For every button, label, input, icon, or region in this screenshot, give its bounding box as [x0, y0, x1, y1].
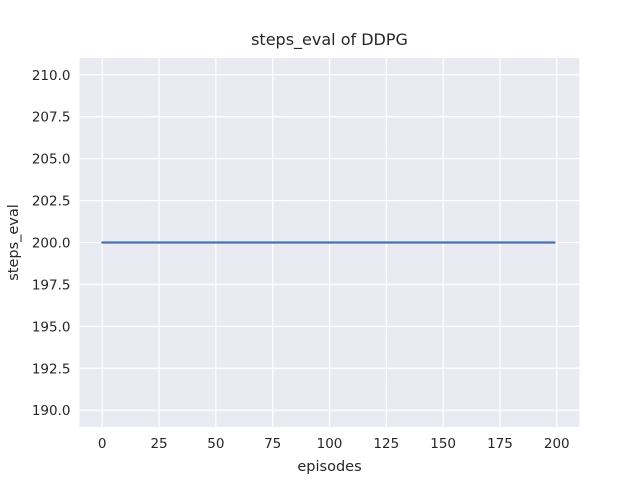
y-tick-label: 192.5: [32, 361, 71, 377]
chart-title: steps_eval of DDPG: [251, 30, 408, 50]
x-tick-label: 100: [317, 436, 343, 452]
x-tick-label: 150: [430, 436, 456, 452]
x-axis-label: episodes: [297, 459, 361, 475]
y-tick-label: 195.0: [32, 319, 71, 335]
y-tick-label: 210.0: [32, 68, 71, 84]
x-tick-label: 50: [207, 436, 224, 452]
y-axis-label: steps_eval: [6, 204, 22, 281]
x-tick-label: 125: [373, 436, 399, 452]
x-tick-label: 75: [264, 436, 281, 452]
x-tick-label: 175: [487, 436, 513, 452]
y-tick-label: 207.5: [32, 110, 71, 126]
y-tick-label: 205.0: [32, 152, 71, 168]
x-tick-label: 25: [150, 436, 167, 452]
x-tick-label: 0: [98, 436, 107, 452]
y-tick-label: 190.0: [32, 403, 71, 419]
y-tick-label: 200.0: [32, 236, 71, 252]
y-tick-label: 202.5: [32, 194, 71, 210]
x-tick-label: 200: [544, 436, 570, 452]
y-tick-label: 197.5: [32, 277, 71, 293]
